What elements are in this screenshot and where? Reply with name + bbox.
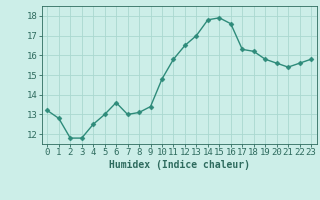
X-axis label: Humidex (Indice chaleur): Humidex (Indice chaleur) [109, 160, 250, 170]
